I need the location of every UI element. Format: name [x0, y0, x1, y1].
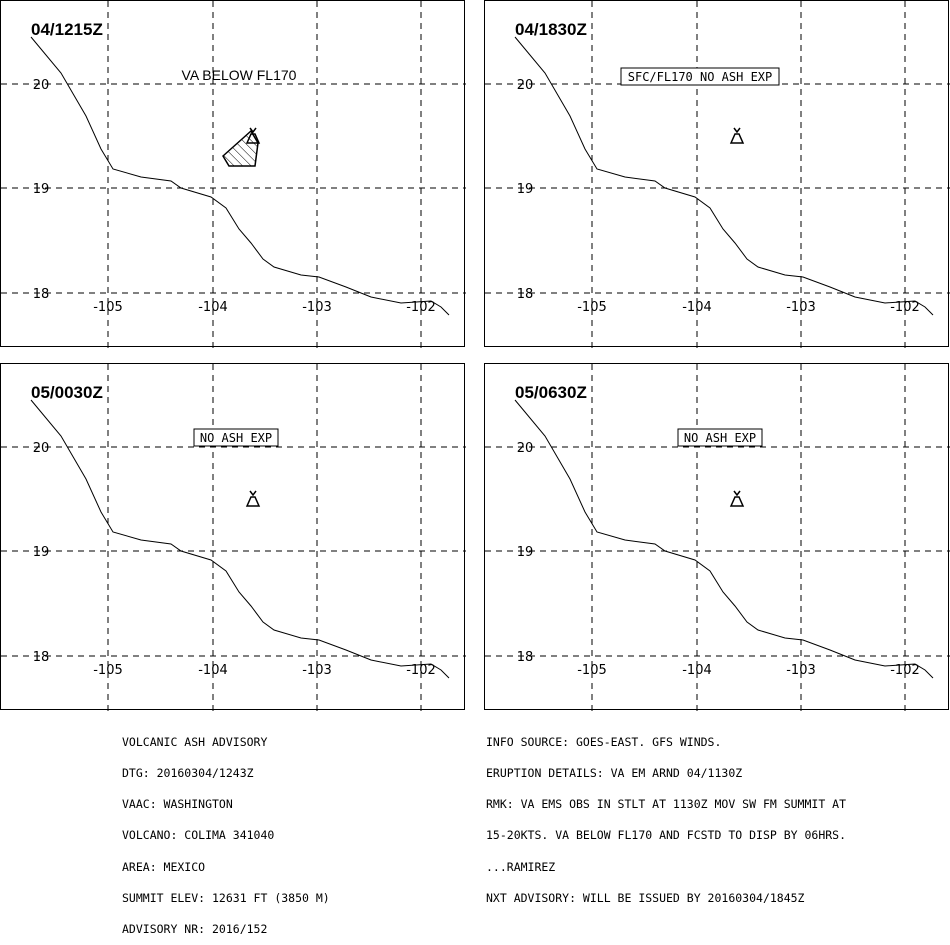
latitude-tick-label: 20: [517, 78, 534, 93]
advisory-line: ERUPTION DETAILS: VA EM ARND 04/1130Z: [486, 766, 743, 781]
map-canvas: -105 -104 -103 -102 20 19 18 05/0630Z NO ASH EXP: [485, 364, 950, 711]
longitude-tick-label: -102: [890, 300, 920, 315]
latitude-tick-label: 20: [33, 441, 50, 456]
advisory-line: RMK: VA EMS OBS IN STLT AT 1130Z MOV SW …: [486, 797, 847, 812]
note-box: [620, 67, 780, 86]
latitude-tick-label: 20: [517, 441, 534, 456]
advisory-line: ...RAMIREZ: [486, 859, 556, 874]
coastline: [514, 36, 934, 316]
map-canvas: -105 -104 -103 -102 20 19 18 05/0030Z NO ASH EXP: [1, 364, 466, 711]
advisory-line: SUMMIT ELEV: 12631 FT (3850 M): [122, 890, 330, 905]
advisory-line: VAAC: WASHINGTON: [122, 797, 233, 812]
longitude-tick-label: -105: [93, 663, 123, 678]
forecast-time-label: 04/1215Z: [31, 20, 103, 39]
latitude-tick-label: 18: [517, 650, 534, 665]
forecast-time-label: 05/0630Z: [515, 383, 587, 402]
longitude-tick-label: -105: [93, 300, 123, 315]
forecast-panel-4: -105 -104 -103 -102 20 19 18 05/0630Z NO ASH EXP: [484, 363, 950, 711]
volcano-icon: [245, 127, 261, 144]
longitude-tick-label: -104: [682, 300, 712, 315]
advisory-line: NXT ADVISORY: WILL BE ISSUED BY 20160304…: [486, 890, 805, 905]
advisory-right-text: INFO SOURCE: GOES-EAST. GFS WINDS. ERUPT…: [486, 716, 846, 914]
forecast-panel-1: -105 -104 -103 -102 20 19 18 04/1215Z VA BELOW F…: [0, 0, 466, 348]
latitude-tick-label: 19: [33, 545, 50, 560]
forecast-panel-2: -105 -104 -103 -102 20 19 18 04/1830Z SFC/FL170 …: [484, 0, 950, 348]
longitude-tick-label: -103: [302, 663, 332, 678]
map-canvas: -105 -104 -103 -102 20 19 18 04/1830Z SFC/FL170 …: [485, 1, 950, 348]
forecast-time-label: 04/1830Z: [515, 20, 587, 39]
volcano-icon: [245, 490, 261, 507]
note-box: [677, 428, 763, 447]
longitude-tick-label: -102: [890, 663, 920, 678]
latitude-tick-label: 20: [33, 78, 50, 93]
advisory-line: INFO SOURCE: GOES-EAST. GFS WINDS.: [486, 734, 722, 749]
longitude-tick-label: -104: [198, 300, 228, 315]
ash-note-text: VA BELOW FL170: [182, 67, 297, 83]
latitude-tick-label: 18: [33, 650, 50, 665]
volcano-icon: [729, 490, 745, 507]
advisory-line: ADVISORY NR: 2016/152: [122, 922, 268, 937]
map-canvas: -105 -104 -103 -102 20 19 18 04/1215Z VA BELOW F…: [1, 1, 466, 348]
longitude-tick-label: -102: [406, 300, 436, 315]
advisory-line: VOLCANO: COLIMA 341040: [122, 828, 275, 843]
longitude-tick-label: -105: [577, 300, 607, 315]
advisory-left-text: VOLCANIC ASH ADVISORY DTG: 20160304/1243…: [122, 716, 330, 945]
advisory-line: DTG: 20160304/1243Z: [122, 766, 254, 781]
latitude-tick-label: 19: [517, 182, 534, 197]
latitude-tick-label: 18: [517, 287, 534, 302]
longitude-tick-label: -103: [786, 663, 816, 678]
longitude-tick-label: -105: [577, 663, 607, 678]
longitude-tick-label: -104: [198, 663, 228, 678]
coastline: [514, 399, 934, 679]
volcano-icon: [729, 127, 745, 144]
latitude-tick-label: 19: [517, 545, 534, 560]
advisory-line: AREA: MEXICO: [122, 859, 206, 874]
note-box: [193, 428, 279, 447]
ash-note-text: NO ASH EXP: [684, 431, 756, 445]
advisory-line: VOLCANIC ASH ADVISORY: [122, 734, 268, 749]
ash-cloud-area: [222, 129, 259, 167]
ash-note-text: SFC/FL170 NO ASH EXP: [628, 70, 773, 84]
advisory-line: 15-20KTS. VA BELOW FL170 AND FCSTD TO DI…: [486, 828, 847, 843]
latitude-tick-label: 19: [33, 182, 50, 197]
longitude-tick-label: -103: [786, 300, 816, 315]
latitude-tick-label: 18: [33, 287, 50, 302]
longitude-tick-label: -104: [682, 663, 712, 678]
coastline: [30, 36, 450, 316]
coastline: [30, 399, 450, 679]
longitude-tick-label: -103: [302, 300, 332, 315]
forecast-panel-3: -105 -104 -103 -102 20 19 18 05/0030Z NO ASH EXP: [0, 363, 466, 711]
longitude-tick-label: -102: [406, 663, 436, 678]
forecast-time-label: 05/0030Z: [31, 383, 103, 402]
ash-note-text: NO ASH EXP: [200, 431, 272, 445]
